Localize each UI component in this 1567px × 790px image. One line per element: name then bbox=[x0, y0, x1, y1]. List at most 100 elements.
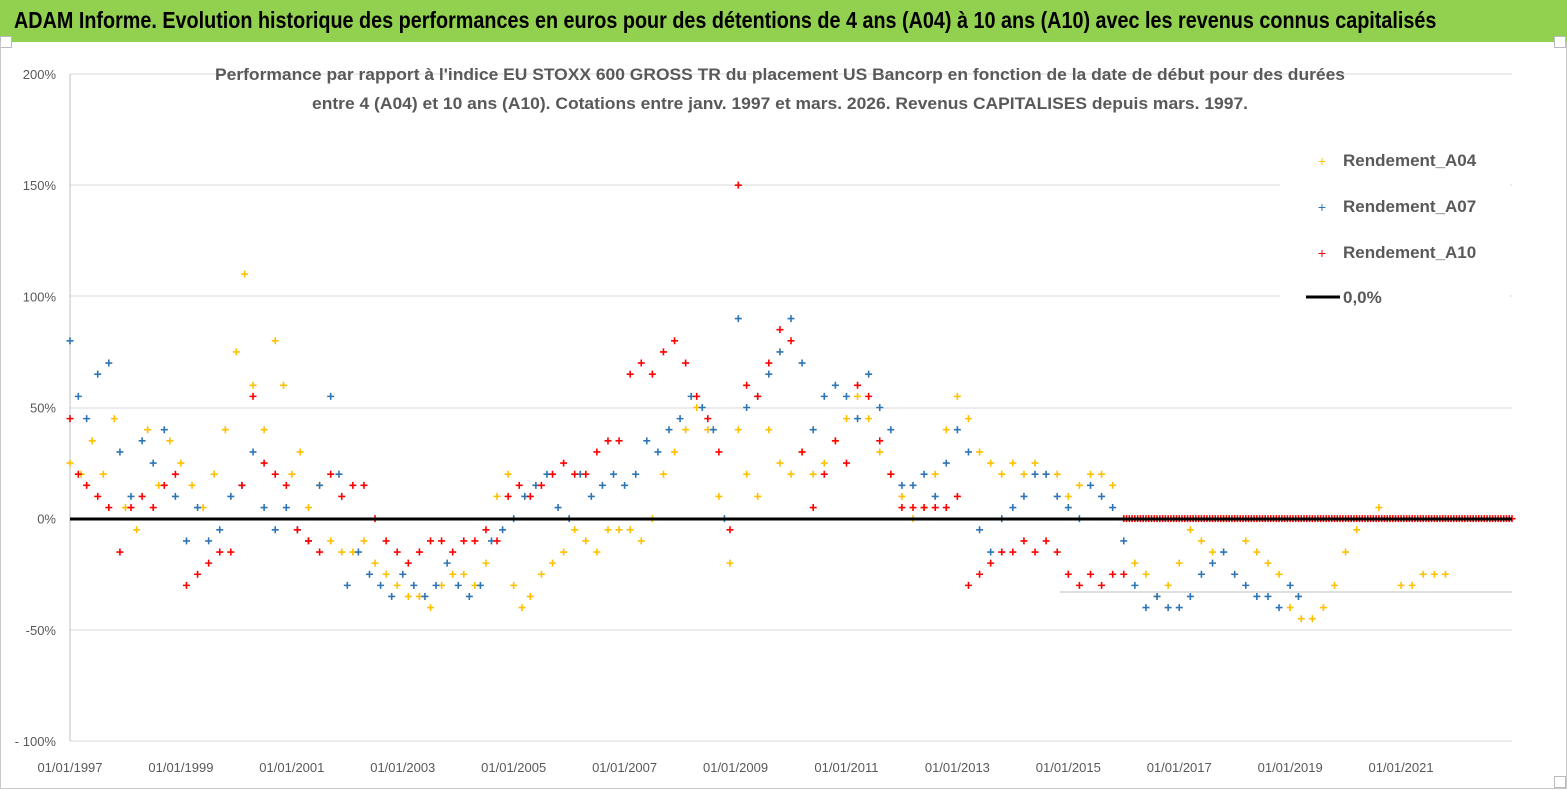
data-point bbox=[316, 548, 324, 556]
data-point bbox=[942, 459, 950, 467]
data-point bbox=[920, 470, 928, 478]
data-point bbox=[876, 404, 884, 411]
data-point bbox=[964, 581, 972, 589]
data-point bbox=[1131, 581, 1139, 589]
data-point bbox=[127, 492, 135, 500]
data-point bbox=[83, 415, 91, 423]
data-point bbox=[743, 470, 751, 478]
data-point bbox=[1175, 604, 1183, 612]
data-point bbox=[1197, 570, 1205, 578]
data-point bbox=[1075, 481, 1083, 489]
data-point bbox=[1275, 604, 1283, 612]
data-point bbox=[116, 548, 124, 556]
data-point bbox=[449, 570, 457, 578]
data-point bbox=[249, 448, 257, 456]
data-point bbox=[221, 426, 229, 434]
data-point bbox=[74, 470, 82, 478]
data-point bbox=[1319, 604, 1327, 612]
data-point bbox=[216, 526, 224, 534]
data-point bbox=[515, 481, 523, 489]
data-point bbox=[1142, 570, 1150, 578]
data-point bbox=[734, 315, 742, 323]
data-point bbox=[604, 526, 612, 534]
header-banner: ADAM Informe. Evolution historique des p… bbox=[0, 0, 1567, 42]
data-point bbox=[632, 470, 640, 478]
data-point bbox=[94, 492, 102, 500]
data-point bbox=[754, 492, 762, 500]
data-point bbox=[842, 392, 850, 400]
data-point bbox=[704, 415, 712, 423]
data-point bbox=[1264, 559, 1272, 567]
data-point bbox=[942, 504, 950, 512]
data-point bbox=[432, 581, 440, 589]
x-tick-label: 01/01/1999 bbox=[148, 760, 213, 775]
data-point bbox=[293, 526, 301, 534]
data-point bbox=[94, 370, 102, 378]
data-point bbox=[1098, 581, 1106, 589]
data-point bbox=[964, 448, 972, 456]
data-point bbox=[1342, 548, 1350, 556]
data-point bbox=[626, 526, 634, 534]
legend-marker-a04: + bbox=[1318, 153, 1326, 169]
data-point bbox=[854, 392, 862, 400]
data-point bbox=[776, 459, 784, 467]
legend-label-a07: Rendement_A07 bbox=[1343, 197, 1476, 216]
data-point bbox=[465, 592, 473, 600]
data-point bbox=[288, 470, 296, 478]
data-point bbox=[709, 426, 717, 434]
data-point bbox=[715, 492, 723, 500]
data-point bbox=[1020, 537, 1028, 545]
data-point bbox=[382, 570, 390, 578]
data-point bbox=[327, 392, 335, 400]
data-point bbox=[1419, 570, 1427, 578]
data-point bbox=[820, 459, 828, 467]
data-point bbox=[105, 504, 113, 512]
data-point bbox=[249, 381, 257, 389]
resize-handle-bottom-right[interactable] bbox=[1554, 776, 1566, 788]
legend-marker-a07: + bbox=[1318, 199, 1326, 215]
x-tick-label: 01/01/2009 bbox=[703, 760, 768, 775]
data-point bbox=[776, 326, 784, 334]
data-point bbox=[227, 548, 235, 556]
data-point bbox=[842, 459, 850, 467]
data-point bbox=[1086, 570, 1094, 578]
data-point bbox=[787, 470, 795, 478]
data-point bbox=[188, 481, 196, 489]
data-point bbox=[349, 481, 357, 489]
data-point bbox=[976, 570, 984, 578]
data-point bbox=[241, 270, 249, 278]
data-point bbox=[83, 481, 91, 489]
data-point bbox=[216, 548, 224, 556]
data-point bbox=[504, 470, 512, 478]
data-point bbox=[1197, 537, 1205, 545]
data-point bbox=[427, 604, 434, 612]
data-point bbox=[1153, 592, 1161, 600]
legend-label-zero: 0,0% bbox=[1343, 288, 1382, 307]
data-point bbox=[382, 537, 390, 545]
resize-handle-top-right[interactable] bbox=[1554, 36, 1566, 48]
data-point bbox=[682, 359, 690, 367]
data-point bbox=[133, 526, 141, 534]
data-point bbox=[1253, 592, 1261, 600]
data-point bbox=[304, 537, 312, 545]
y-tick-label: -50% bbox=[26, 623, 57, 638]
data-point bbox=[160, 426, 168, 434]
data-point bbox=[560, 548, 568, 556]
data-point bbox=[493, 492, 501, 500]
data-point bbox=[676, 415, 684, 423]
data-point bbox=[715, 448, 723, 456]
data-point bbox=[1075, 581, 1083, 589]
data-point bbox=[160, 481, 168, 489]
data-point bbox=[798, 448, 806, 456]
data-point bbox=[149, 504, 157, 512]
data-point bbox=[931, 492, 939, 500]
data-point bbox=[743, 381, 751, 389]
data-point bbox=[571, 470, 579, 478]
data-point bbox=[343, 581, 351, 589]
data-point bbox=[421, 592, 429, 600]
data-point bbox=[809, 426, 817, 434]
data-point bbox=[171, 492, 179, 500]
data-point bbox=[66, 337, 74, 345]
data-point bbox=[643, 437, 651, 445]
data-point bbox=[144, 426, 152, 434]
